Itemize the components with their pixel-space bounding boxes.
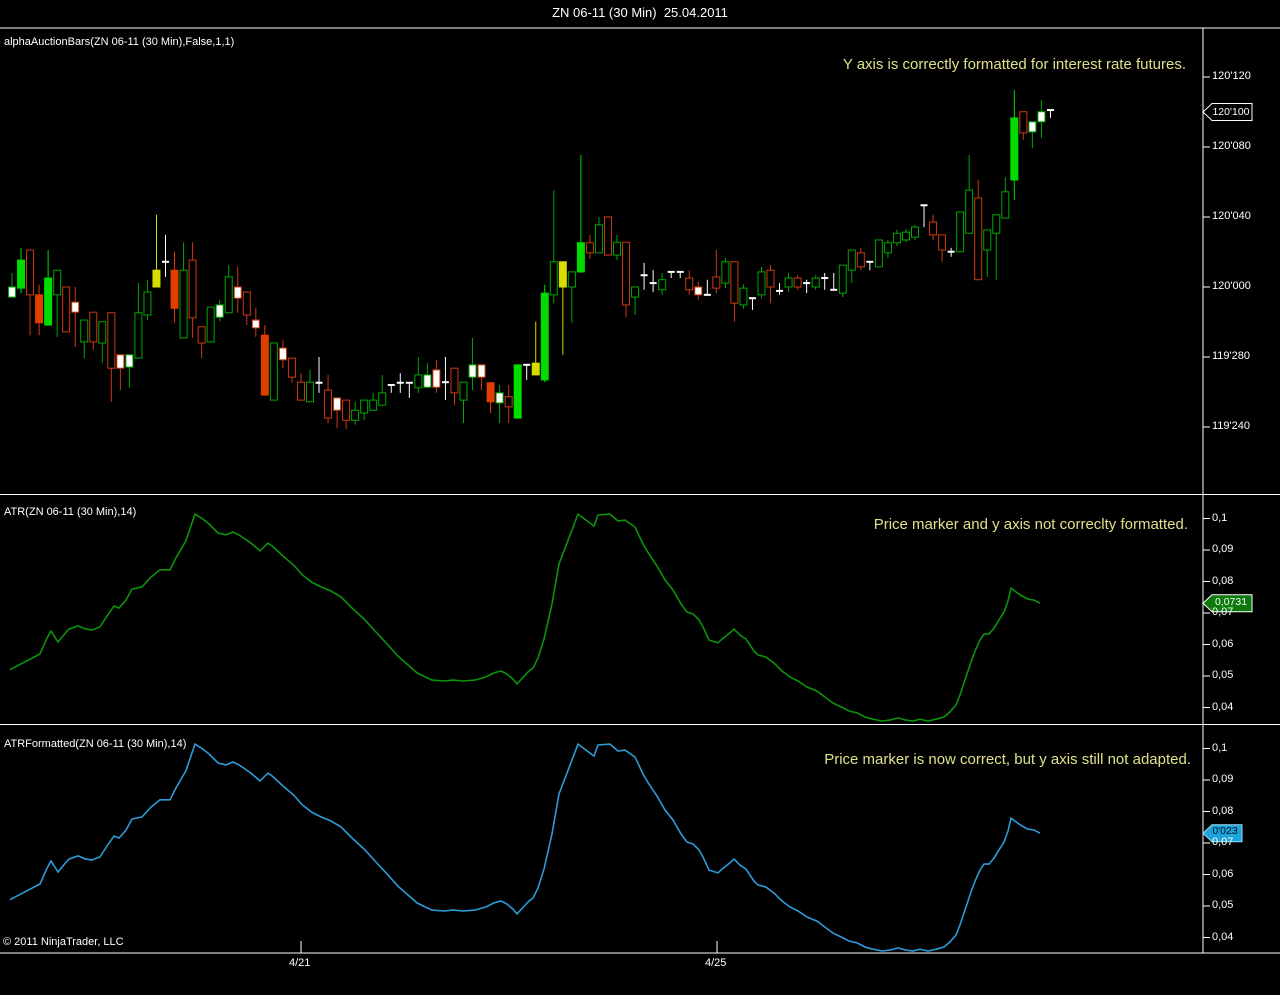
atr-marker-label: 0,0731: [1214, 596, 1248, 608]
y-tick-label: 0,1: [1212, 511, 1228, 524]
y-tick-label: 119'240: [1212, 420, 1250, 432]
price-marker-label: 120'100: [1212, 106, 1250, 118]
annotation-atr-panel: Price marker and y axis not correclty fo…: [873, 516, 1188, 533]
panel-label-atr: ATR(ZN 06-11 (30 Min),14): [4, 506, 137, 518]
window-title: ZN 06-11 (30 Min) 25.04.2011: [552, 5, 728, 20]
y-tick-label: 0,08: [1212, 574, 1234, 587]
y-tick-label: 120'000: [1212, 280, 1251, 292]
x-axis-label-425: 4/25: [705, 957, 727, 969]
y-tick-label: 0,06: [1212, 637, 1234, 650]
y-tick-label: 0,08: [1212, 804, 1234, 817]
atrformatted-panel[interactable]: [0, 725, 1203, 953]
y-tick-label: 0,07: [1212, 606, 1234, 618]
time-axis[interactable]: [0, 953, 1280, 995]
atr-panel[interactable]: [0, 495, 1203, 724]
x-axis-label-421: 4/21: [289, 957, 311, 969]
y-tick-label: 120'080: [1212, 140, 1251, 152]
y-tick-label: 0,07: [1212, 836, 1234, 848]
y-tick-label: 0,1: [1212, 741, 1228, 754]
price-panel[interactable]: [0, 28, 1203, 494]
y-tick-label: 0,04: [1212, 700, 1234, 713]
panel-label-atrformatted: ATRFormatted(ZN 06-11 (30 Min),14): [4, 738, 187, 750]
panel-label-auctionbars: alphaAuctionBars(ZN 06-11 (30 Min),False…: [4, 36, 235, 48]
copyright-text: © 2011 NinjaTrader, LLC: [3, 936, 124, 948]
y-tick-label: 0,05: [1212, 669, 1234, 681]
y-tick-label: 0,04: [1212, 930, 1234, 943]
y-tick-label: 0,05: [1212, 899, 1234, 911]
annotation-atrformatted-panel: Price marker is now correct, but y axis …: [824, 751, 1191, 768]
annotation-price-panel: Y axis is correctly formatted for intere…: [842, 56, 1186, 73]
y-tick-label: 120'120: [1212, 70, 1251, 82]
y-tick-label: 0,09: [1212, 773, 1234, 785]
y-tick-label: 119'280: [1212, 350, 1250, 362]
atrformatted-marker-label: 0'023: [1212, 825, 1238, 837]
y-tick-label: 120'040: [1212, 210, 1251, 222]
y-tick-label: 0,09: [1212, 543, 1234, 555]
y-tick-label: 0,06: [1212, 867, 1234, 880]
